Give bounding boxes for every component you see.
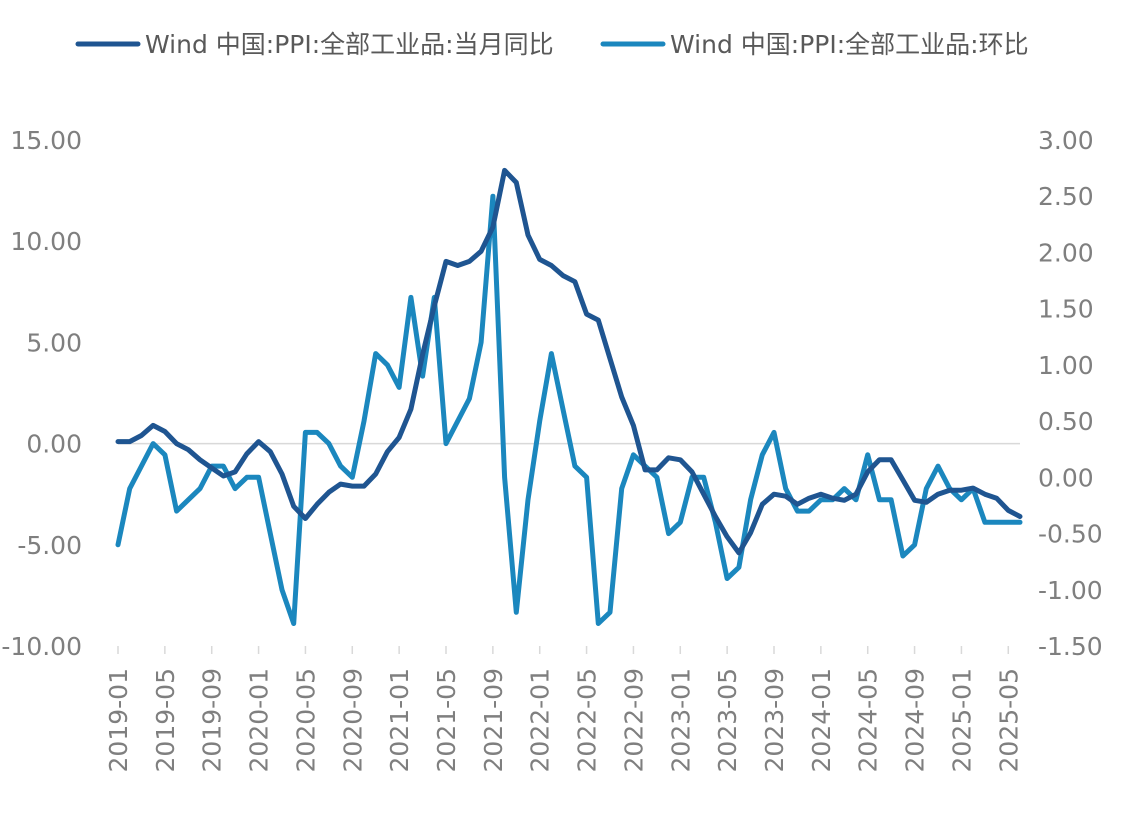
right-tick-label: 2.00 bbox=[1038, 238, 1094, 267]
legend-label-yoy: Wind 中国:PPI:全部工业品:当月同比 bbox=[145, 30, 554, 59]
left-tick-label: 10.00 bbox=[10, 227, 82, 256]
x-tick-label: 2021-01 bbox=[385, 668, 414, 772]
left-tick-label: 0.00 bbox=[26, 430, 82, 459]
right-tick-label: 0.50 bbox=[1038, 407, 1094, 436]
right-tick-label: 2.50 bbox=[1038, 182, 1094, 211]
x-tick-label: 2021-05 bbox=[432, 668, 461, 772]
x-tick-label: 2020-05 bbox=[291, 668, 320, 772]
legend-label-mom: Wind 中国:PPI:全部工业品:环比 bbox=[670, 30, 1029, 59]
right-tick-label: -0.50 bbox=[1038, 520, 1103, 549]
right-tick-label: 0.00 bbox=[1038, 463, 1094, 492]
x-tick-label: 2020-09 bbox=[338, 668, 367, 772]
x-tick-label: 2020-01 bbox=[245, 668, 274, 772]
x-tick-label: 2025-01 bbox=[947, 668, 976, 772]
series-layer bbox=[115, 167, 1023, 626]
legend: Wind 中国:PPI:全部工业品:当月同比 Wind 中国:PPI:全部工业品… bbox=[75, 30, 1029, 59]
x-tick-label: 2025-05 bbox=[994, 668, 1023, 772]
x-tick-label: 2019-01 bbox=[104, 668, 133, 772]
left-axis: 15.00 10.00 5.00 0.00 -5.00 -10.00 bbox=[1, 126, 82, 661]
left-tick-label: 5.00 bbox=[26, 328, 82, 357]
right-axis: 3.00 2.50 2.00 1.50 1.00 0.50 0.00 -0.50 -1.00 -1… bbox=[1038, 126, 1103, 661]
x-tick-label: 2022-09 bbox=[619, 668, 648, 772]
right-tick-label: 3.00 bbox=[1038, 126, 1094, 155]
x-tick-label: 2019-09 bbox=[198, 668, 227, 772]
x-tick-label: 2023-09 bbox=[760, 668, 789, 772]
x-tick-label: 2024-05 bbox=[854, 668, 883, 772]
right-tick-label: -1.50 bbox=[1038, 632, 1103, 661]
right-tick-label: 1.50 bbox=[1038, 295, 1094, 324]
left-tick-label: -5.00 bbox=[17, 531, 82, 560]
left-tick-label: 15.00 bbox=[10, 126, 82, 155]
x-tick-label: 2022-01 bbox=[526, 668, 555, 772]
x-tick-label: 2022-05 bbox=[573, 668, 602, 772]
series-line-yoy bbox=[115, 167, 1023, 556]
right-tick-label: 1.00 bbox=[1038, 351, 1094, 380]
x-tick-label: 2021-09 bbox=[479, 668, 508, 772]
x-tick-label: 2023-05 bbox=[713, 668, 742, 772]
x-tick-label: 2019-05 bbox=[151, 668, 180, 772]
x-tick-label: 2024-01 bbox=[807, 668, 836, 772]
x-axis: 2019-01 2019-05 2019-09 2020-01 2020-05 2020-… bbox=[104, 646, 1023, 772]
x-tick-label: 2023-01 bbox=[666, 668, 695, 772]
x-tick-label: 2024-09 bbox=[901, 668, 930, 772]
left-tick-label: -10.00 bbox=[1, 632, 82, 661]
series-line-mom bbox=[115, 193, 1023, 626]
right-tick-label: -1.00 bbox=[1038, 576, 1103, 605]
